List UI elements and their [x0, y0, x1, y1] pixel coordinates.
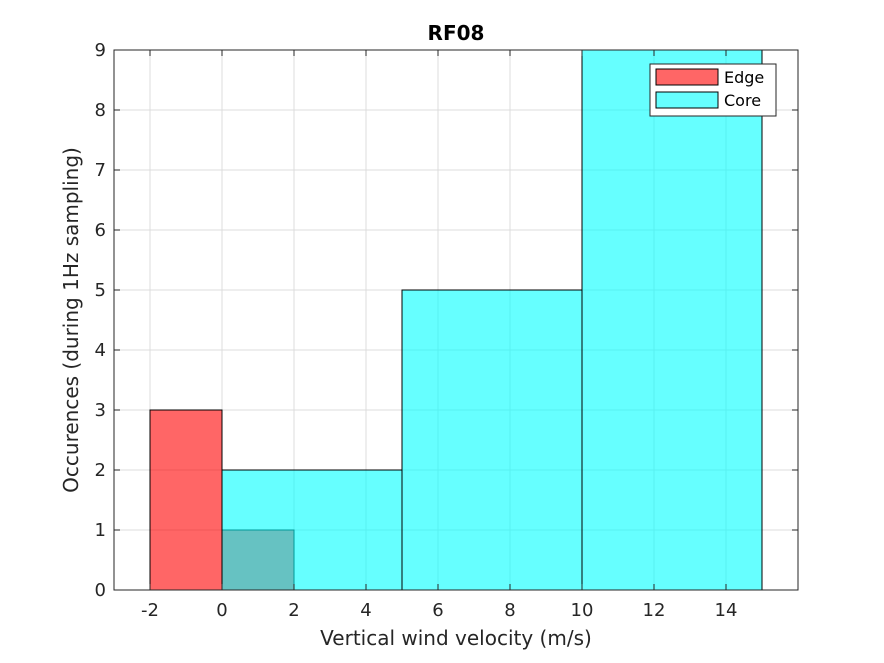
x-tick-label: 10 — [571, 600, 594, 621]
y-tick-label: 6 — [95, 220, 106, 241]
y-axis-label: Occurences (during 1Hz sampling) — [59, 147, 83, 493]
legend: Edge Core — [649, 63, 777, 117]
x-tick-label: -2 — [141, 600, 159, 621]
bar-core — [221, 469, 403, 591]
x-tick-label: 4 — [360, 600, 371, 621]
bar-edge — [149, 409, 223, 591]
x-tick-label: 8 — [504, 600, 515, 621]
y-tick-label: 9 — [95, 40, 106, 61]
bar-core — [401, 289, 583, 591]
plot-frame — [113, 49, 799, 591]
x-axis-label: Vertical wind velocity (m/s) — [320, 626, 592, 650]
legend-swatch-core — [655, 91, 719, 109]
x-tick-label: 0 — [216, 600, 227, 621]
histogram-bars — [149, 49, 763, 591]
bar-core — [581, 49, 763, 591]
legend-label-edge: Edge — [724, 68, 764, 87]
y-tick-label: 7 — [95, 160, 106, 181]
y-tick-label: 1 — [95, 520, 106, 541]
x-tick-label: 14 — [715, 600, 738, 621]
y-tick-label: 2 — [95, 460, 106, 481]
y-tick-label: 0 — [95, 580, 106, 601]
legend-label-core: Core — [724, 91, 761, 110]
y-tick-label: 4 — [95, 340, 106, 361]
chart-title: RF08 — [428, 21, 485, 45]
x-tick-label: 2 — [288, 600, 299, 621]
y-tick-label: 3 — [95, 400, 106, 421]
x-tick-label: 12 — [643, 600, 666, 621]
y-tick-label: 8 — [95, 100, 106, 121]
legend-swatch-edge — [655, 68, 719, 86]
y-tick-label: 5 — [95, 280, 106, 301]
x-tick-label: 6 — [432, 600, 443, 621]
